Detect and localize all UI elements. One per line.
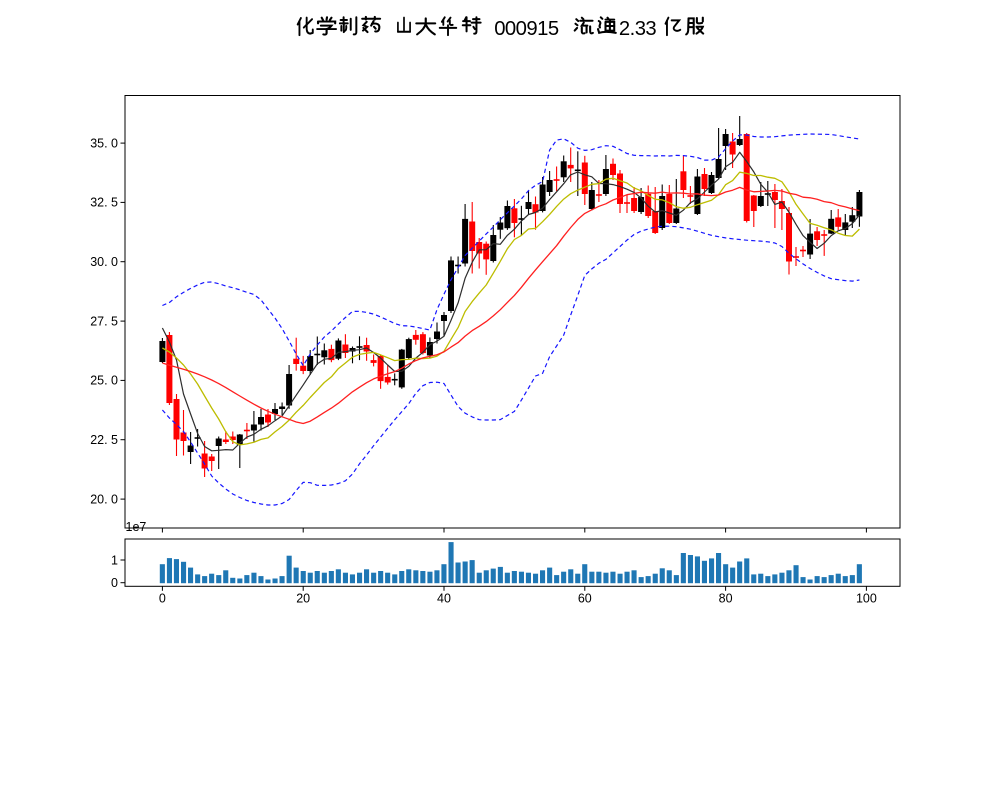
- svg-text:40: 40: [437, 592, 451, 606]
- svg-text:20: 20: [296, 592, 310, 606]
- svg-text:32. 5: 32. 5: [90, 196, 118, 210]
- svg-text:0: 0: [159, 592, 166, 606]
- svg-text:80: 80: [719, 592, 733, 606]
- svg-text:35. 0: 35. 0: [90, 136, 118, 150]
- svg-text:22. 5: 22. 5: [90, 433, 118, 447]
- svg-text:2.33: 2.33: [619, 18, 657, 40]
- svg-text:0: 0: [111, 576, 118, 590]
- svg-text:30. 0: 30. 0: [90, 255, 118, 269]
- svg-text:27. 5: 27. 5: [90, 314, 118, 328]
- svg-text:1e7: 1e7: [126, 520, 147, 534]
- svg-text:000915: 000915: [494, 18, 559, 40]
- svg-text:25. 0: 25. 0: [90, 374, 118, 388]
- svg-text:20. 0: 20. 0: [90, 492, 118, 506]
- svg-text:100: 100: [856, 592, 877, 606]
- svg-text:60: 60: [578, 592, 592, 606]
- svg-text:1: 1: [111, 553, 118, 567]
